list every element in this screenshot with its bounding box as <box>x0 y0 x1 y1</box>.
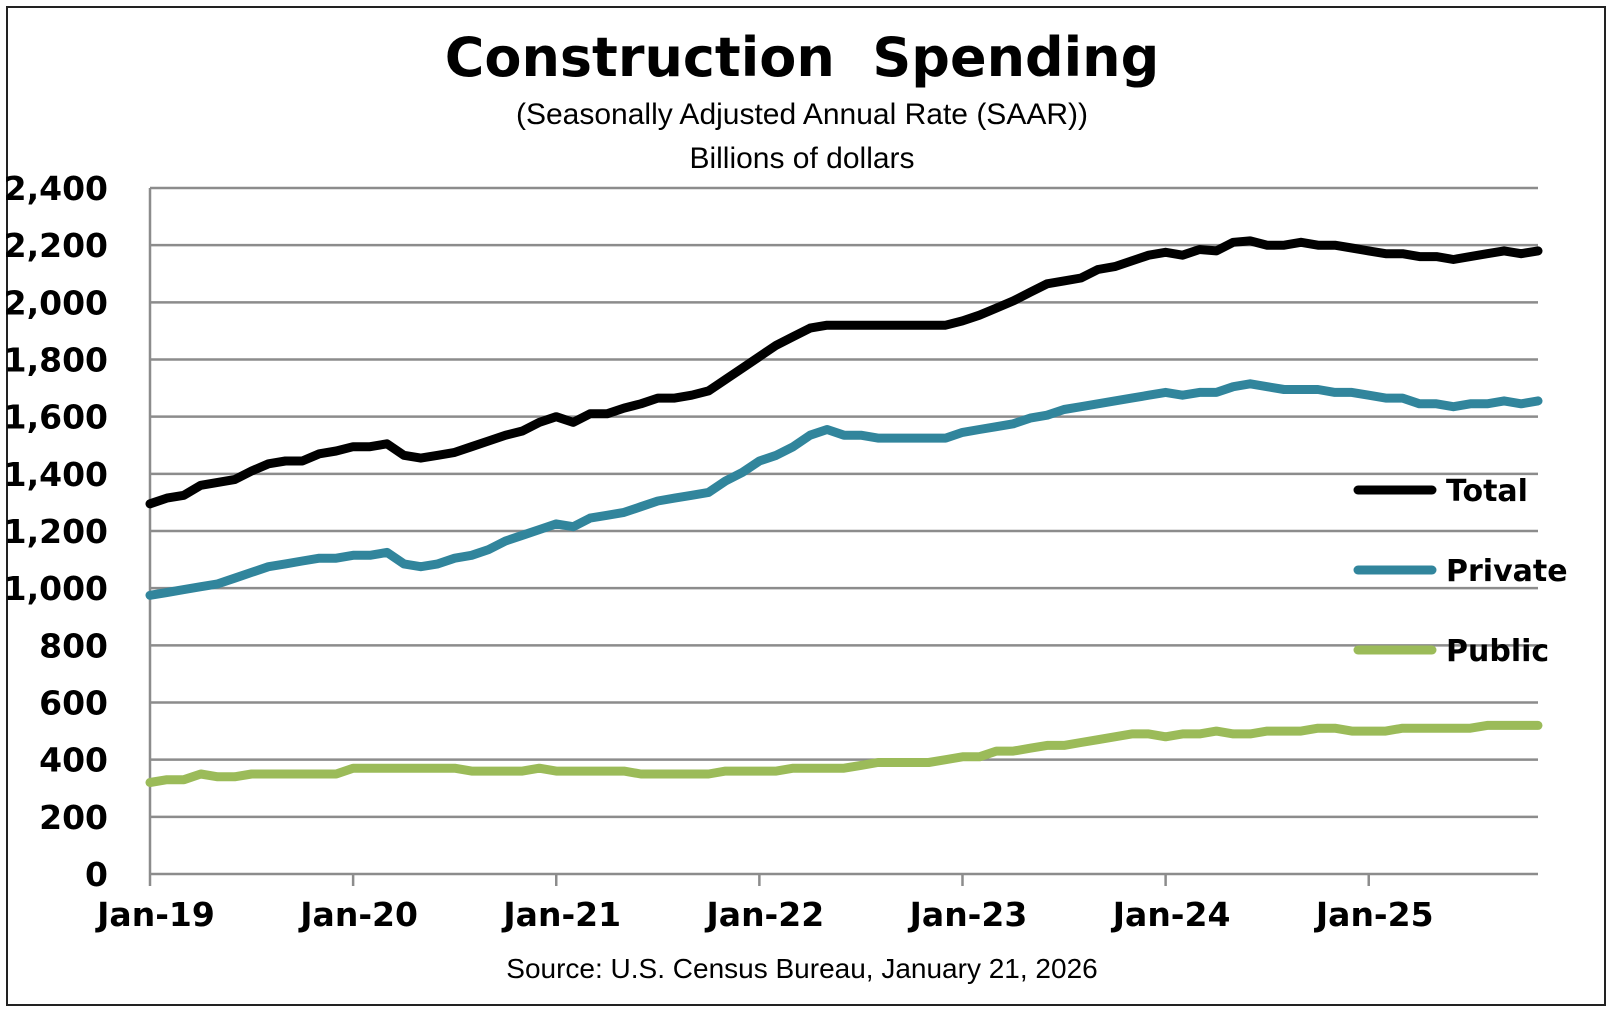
y-tick-label: 400 <box>39 741 108 780</box>
legend-label-public: Public <box>1446 634 1549 669</box>
x-tick-label: Jan-23 <box>908 895 1028 934</box>
chart-frame <box>6 6 1606 1006</box>
series-line-total <box>145 236 1543 509</box>
y-tick-label: 2,400 <box>4 169 108 208</box>
x-tick-label: Jan-21 <box>501 895 621 934</box>
series-line-private <box>145 379 1543 600</box>
y-tick-label: 1,400 <box>4 455 108 494</box>
y-tick-label: 0 <box>85 855 108 894</box>
x-tick-label: Jan-19 <box>95 895 215 934</box>
y-tick-label: 800 <box>39 626 108 665</box>
chart-subtitle: (Seasonally Adjusted Annual Rate (SAAR)) <box>516 98 1088 131</box>
legend-label-private: Private <box>1446 554 1568 589</box>
x-tick-label: Jan-22 <box>705 895 825 934</box>
y-tick-label: 1,800 <box>4 341 108 380</box>
gridlines <box>150 186 1538 819</box>
y-tick-label: 600 <box>39 684 108 723</box>
x-tick-label: Jan-25 <box>1314 895 1434 934</box>
chart-units: Billions of dollars <box>689 142 914 175</box>
y-tick-label: 1,600 <box>4 398 108 437</box>
y-axis-ticks: 0 200 400 600 800 1,000 1,200 1,400 1,600 1,800 2,… <box>4 169 108 894</box>
legend-label-total: Total <box>1446 474 1528 509</box>
y-tick-label: 2,200 <box>4 226 108 265</box>
x-tick-label: Jan-24 <box>1111 895 1231 934</box>
x-tick-label: Jan-20 <box>298 895 418 934</box>
series-lines <box>145 236 1543 787</box>
y-tick-label: 2,000 <box>4 283 108 322</box>
chart-title: Construction Spending <box>445 26 1160 89</box>
y-tick-label: 200 <box>39 798 108 837</box>
chart-source: Source: U.S. Census Bureau, January 21, … <box>506 953 1097 984</box>
series-line-public <box>145 720 1543 787</box>
x-axis: Jan-19 Jan-20 Jan-21 Jan-22 Jan-23 Jan-24 Jan-… <box>95 188 1538 934</box>
y-tick-label: 1,000 <box>4 569 108 608</box>
legend: Total Private Public <box>1353 474 1568 669</box>
y-tick-label: 1,200 <box>4 512 108 551</box>
